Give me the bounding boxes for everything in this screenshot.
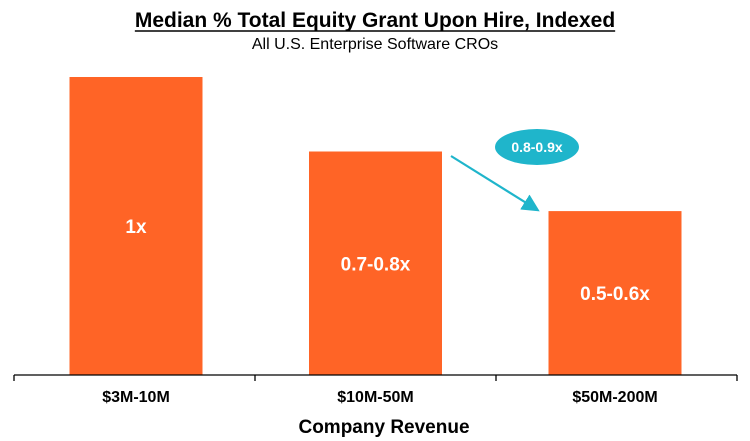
bar-1 (309, 151, 442, 375)
chart-title: Median % Total Equity Grant Upon Hire, I… (135, 9, 615, 32)
x-tick-label: $3M-10M (102, 389, 170, 406)
x-tick-label: $10M-50M (337, 389, 413, 406)
bar-2 (548, 211, 682, 375)
chart-subtitle: All U.S. Enterprise Software CROs (252, 36, 498, 53)
data-label: 0.5-0.6x (580, 284, 650, 305)
annotation-bubble (495, 129, 579, 165)
data-label: 0.7-0.8x (341, 254, 411, 275)
annotation-label: 0.8-0.9x (511, 139, 563, 155)
x-axis-label: Company Revenue (298, 417, 469, 438)
arrow (450, 155, 540, 212)
x-tick-label: $50M-200M (572, 389, 657, 406)
data-label: 1x (125, 217, 147, 238)
annotation: 0.8-0.9x (450, 129, 579, 212)
bar-0 (69, 77, 203, 375)
